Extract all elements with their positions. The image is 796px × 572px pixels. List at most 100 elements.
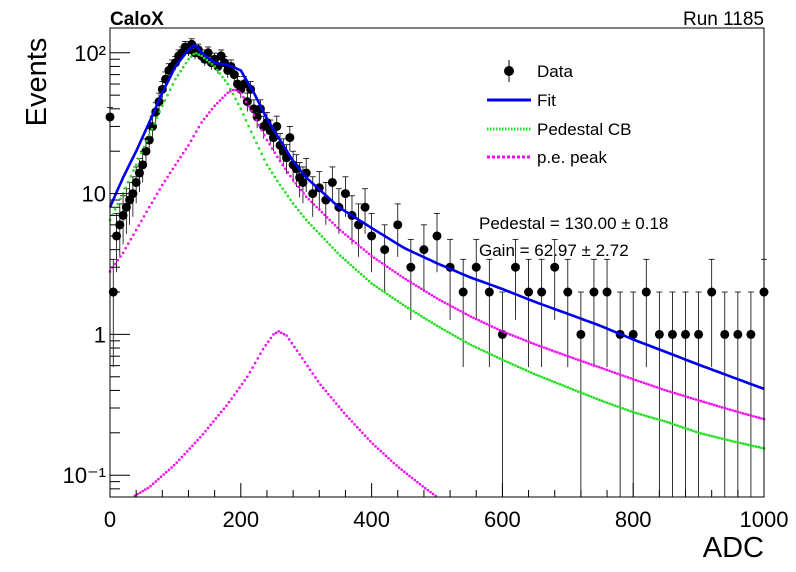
p-e-peak-curve-dot (356, 426, 359, 429)
p-e-peak-curve-dot (231, 88, 235, 92)
data-point (285, 133, 295, 143)
p-e-peak-curve-dot (259, 352, 262, 355)
p-e-peak-curve-dot (413, 478, 416, 482)
pedestal-cb-curve-dot (242, 113, 245, 116)
p-e-peak-curve-dot (246, 375, 249, 378)
p-e-peak-curve-dot (426, 489, 429, 492)
pedestal-cb-curve-dot (692, 429, 695, 433)
pedestal-cb-curve-dot (294, 205, 297, 208)
p-e-peak-curve-dot (306, 364, 309, 368)
data-point (134, 168, 144, 178)
p-e-peak-curve-dot (274, 331, 278, 335)
pedestal-cb-curve-dot (354, 268, 358, 271)
pedestal-cb-curve-dot (726, 438, 729, 442)
p-e-peak-curve-dot (387, 457, 390, 460)
p-e-peak-curve-dot (545, 347, 549, 350)
p-e-peak-curve-dot (498, 329, 501, 332)
legend: Data Fit Pedestal CB p.e. peak (487, 60, 632, 167)
p-e-peak-curve-dot (320, 211, 324, 214)
p-e-peak-curve-dot (293, 345, 296, 349)
p-e-peak-curve-dot (158, 188, 161, 191)
p-e-peak-curve-dot (217, 414, 220, 417)
p-e-peak-curve-dot (618, 373, 622, 376)
pedestal-cb-curve-dot (312, 227, 316, 230)
pedestal-cb-curve-dot (425, 318, 428, 321)
p-e-peak-curve-dot (383, 263, 386, 267)
p-e-peak-curve-dot (485, 322, 488, 326)
p-e-peak-curve-dot (392, 461, 395, 465)
x-tick-label: 800 (615, 507, 652, 532)
data-point (628, 329, 638, 339)
p-e-peak-curve-dot (410, 476, 414, 480)
pedestal-cb-curve-dot (346, 261, 350, 264)
p-e-peak-curve-dot (255, 119, 258, 122)
p-e-peak-curve-dot (142, 215, 146, 218)
p-e-peak-curve-dot (417, 286, 420, 289)
pedestal-cb-curve-dot (341, 256, 344, 260)
p-e-peak-curve-dot (340, 408, 343, 411)
pedestal-cb-curve-dot (676, 424, 679, 427)
pedestal-cb-curve-dot (705, 433, 708, 436)
p-e-peak-curve-dot (155, 192, 159, 196)
pedestal-cb-curve-dot (475, 346, 478, 349)
x-tick-label: 200 (222, 507, 259, 532)
data-point (681, 329, 691, 339)
p-e-peak-curve-dot (435, 297, 439, 300)
pedestal-cb-curve-dot (302, 215, 305, 218)
pedestal-cb-curve-dot (707, 434, 711, 437)
pedestal-cb-curve-dot (145, 139, 148, 143)
p-e-peak-curve-dot (384, 454, 388, 458)
pedestal-cb-curve-dot (176, 74, 180, 77)
p-e-peak-curve-dot (344, 233, 347, 236)
p-e-peak-curve-dot (136, 493, 139, 496)
p-e-peak-curve-dot (337, 405, 341, 408)
p-e-peak-curve-dot (418, 483, 422, 486)
pedestal-cb-curve-dot (509, 362, 512, 365)
p-e-peak-curve-dot (345, 414, 348, 418)
p-e-peak-curve-dot (233, 393, 236, 397)
pedestal-cb-curve-dot (469, 343, 473, 347)
p-e-peak-curve-dot (256, 357, 259, 360)
pedestal-cb-curve-dot (556, 382, 559, 385)
data-point (216, 51, 226, 61)
pedestal-cb-curve-dot (158, 110, 161, 113)
pedestal-cb-curve-dot (736, 441, 739, 444)
data-point (360, 202, 370, 212)
pedestal-cb-curve-dot (174, 77, 177, 81)
pedestal-cb-curve-dot (501, 358, 504, 361)
pedestal-cb-curve-dot (380, 289, 384, 292)
data-point (720, 329, 730, 339)
p-e-peak-curve-dot (310, 200, 313, 204)
p-e-peak-curve-dot (333, 224, 337, 227)
p-e-peak-curve-dot (723, 406, 726, 410)
p-e-peak-curve-dot (598, 366, 601, 369)
p-e-peak-curve-dot (380, 262, 384, 265)
pedestal-cb-curve-dot (616, 405, 619, 408)
p-e-peak-curve-dot (739, 411, 742, 414)
p-e-peak-curve-dot (605, 368, 609, 372)
p-e-peak-curve-dot (286, 171, 290, 174)
p-e-peak-curve-dot (159, 475, 163, 478)
p-e-peak-curve-dot (363, 434, 367, 437)
x-tick-label: 1000 (740, 507, 789, 532)
p-e-peak-curve-dot (506, 332, 509, 335)
pedestal-cb-curve-dot (255, 141, 258, 145)
p-e-peak-curve-dot (634, 379, 637, 382)
pedestal-cb-curve-dot (140, 151, 143, 155)
pedestal-cb-curve-dot (135, 163, 138, 167)
p-e-peak-curve-dot (744, 412, 747, 416)
y-axis-title: Events (21, 38, 53, 127)
p-e-peak-curve-dot (336, 226, 339, 229)
pedestal-cb-curve-dot (655, 417, 658, 421)
pedestal-cb-curve-dot (624, 408, 627, 411)
run-label: Run 1185 (683, 9, 764, 30)
p-e-peak-curve-dot (240, 382, 244, 386)
p-e-peak-curve-dot (582, 360, 585, 363)
p-e-peak-curve-dot (263, 133, 266, 137)
pedestal-cb-curve-dot (414, 311, 418, 315)
pedestal-cb-curve-dot (720, 437, 724, 440)
p-e-peak-curve-dot (752, 415, 755, 418)
pedestal-cb-curve-dot (673, 423, 677, 426)
p-e-peak-curve-dot (214, 417, 218, 420)
pedestal-cb-curve-dot (537, 374, 541, 378)
